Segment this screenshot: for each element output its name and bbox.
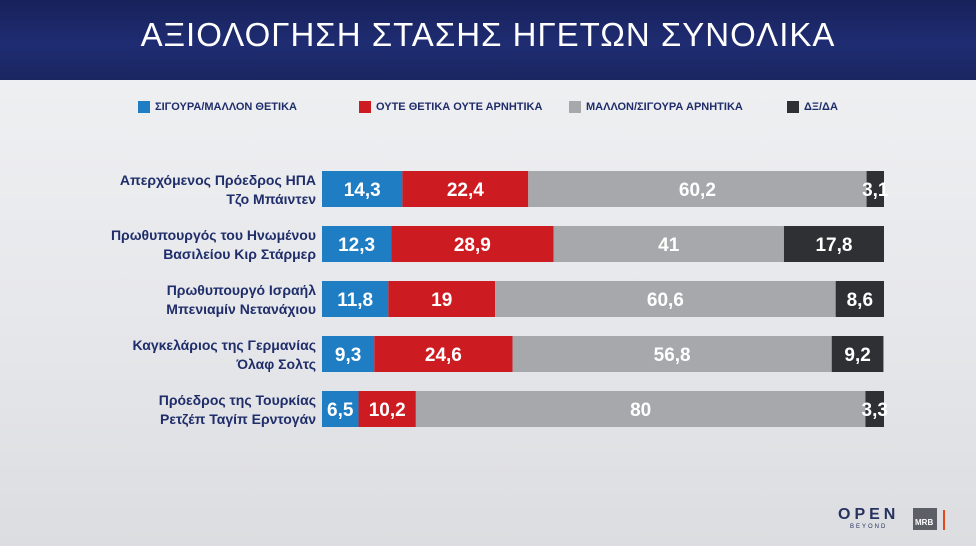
category-label-line: Τζο Μπάιντεν <box>226 191 316 207</box>
bar-segment <box>783 226 884 262</box>
data-label: 28,9 <box>454 235 491 256</box>
header-bar: ΑΞΙΟΛΟΓΗΣΗ ΣΤΑΣΗΣ ΗΓΕΤΩΝ ΣΥΝΟΛΙΚΑ <box>0 0 976 80</box>
logo-main-text: OPEN <box>838 506 900 523</box>
category-label-line: Απερχόμενος Πρόεδρος ΗΠΑ <box>120 172 316 188</box>
data-label: 60,6 <box>647 290 684 311</box>
bar-segment <box>831 336 884 372</box>
legend-swatch-positive <box>138 101 150 113</box>
category-label-line: Πρόεδρος της Τουρκίας <box>159 392 316 408</box>
data-label: 56,8 <box>654 345 691 366</box>
bar-segment <box>322 226 392 262</box>
category-label: Πρωθυπουργός του Ηνωμένου Βασιλείου Κιρ Σ… <box>111 227 316 262</box>
data-label: 8,6 <box>847 290 873 311</box>
bar-segment <box>866 171 884 207</box>
data-label: 9,3 <box>335 345 361 366</box>
bar-segment <box>528 171 867 207</box>
data-label: 80 <box>630 400 651 421</box>
data-label: 22,4 <box>447 180 484 201</box>
mrb-logo-text: MRB <box>915 518 934 527</box>
data-label: 14,3 <box>344 180 381 201</box>
bar-segment <box>322 171 403 207</box>
data-label: 11,8 <box>337 290 373 311</box>
category-label: Πρωθυπουργό Ισραήλ Μπενιαμίν Νετανάχιου <box>166 282 316 317</box>
bar-segment <box>865 391 884 427</box>
bar-segment <box>322 281 389 317</box>
category-label-line: Μπενιαμίν Νετανάχιου <box>166 301 316 317</box>
category-label-line: Όλαφ Σολτς <box>235 356 316 372</box>
page-title: ΑΞΙΟΛΟΓΗΣΗ ΣΤΑΣΗΣ ΗΓΕΤΩΝ ΣΥΝΟΛΙΚΑ <box>140 16 836 53</box>
bar-segment <box>402 171 529 207</box>
data-label: 19 <box>431 290 452 311</box>
bar-segment <box>835 281 884 317</box>
bar-segment <box>388 281 496 317</box>
bar-segment <box>358 391 416 427</box>
bar-segment <box>553 226 784 262</box>
data-label: 24,6 <box>425 345 462 366</box>
data-label: 12,3 <box>338 235 375 256</box>
legend-swatch-neutral <box>359 101 371 113</box>
category-label-line: Πρωθυπουργό Ισραήλ <box>167 282 317 298</box>
bar-segment <box>322 391 359 427</box>
bar-segment <box>374 336 513 372</box>
legend-swatch-dk-na <box>787 101 799 113</box>
data-label: 60,2 <box>679 180 716 201</box>
mrb-logo: MRB <box>913 508 937 530</box>
category-label-line: Ρετζέπ Ταγίπ Ερντογάν <box>160 411 316 427</box>
category-label-line: Καγκελάριος της Γερμανίας <box>132 337 316 353</box>
category-label: Καγκελάριος της Γερμανίας Όλαφ Σολτς <box>132 337 316 372</box>
legend-swatch-negative <box>569 101 581 113</box>
legend-label-negative: ΜΑΛΛΟΝ/ΣΙΓΟΥΡΑ ΑΡΝΗΤΙΚΑ <box>586 101 743 113</box>
logo-sub-text: BEYOND <box>850 524 888 530</box>
category-label: Απερχόμενος Πρόεδρος ΗΠΑ Τζο Μπάιντεν <box>120 172 316 207</box>
accent-line <box>943 510 945 530</box>
data-label: 41 <box>658 235 680 256</box>
bar-segment <box>391 226 554 262</box>
category-label: Πρόεδρος της Τουρκίας Ρετζέπ Ταγίπ Ερντογ… <box>159 392 316 427</box>
data-label: 9,2 <box>844 345 870 366</box>
bar-segment <box>495 281 836 317</box>
bar-segment <box>322 336 375 372</box>
data-label: 3,1 <box>862 180 889 201</box>
category-label-line: Πρωθυπουργός του Ηνωμένου <box>111 227 316 243</box>
bar-segment <box>512 336 832 372</box>
data-label: 10,2 <box>369 400 406 421</box>
legend-label-positive: ΣΙΓΟΥΡΑ/ΜΑΛΛΟΝ ΘΕΤΙΚΑ <box>155 101 297 113</box>
data-label: 17,8 <box>815 235 852 256</box>
bar-segment <box>415 391 866 427</box>
open-beyond-logo: OPEN BEYOND <box>838 506 912 534</box>
data-label: 3,3 <box>862 400 888 421</box>
legend-label-neutral: ΟΥΤΕ ΘΕΤΙΚΑ ΟΥΤΕ ΑΡΝΗΤΙΚΑ <box>376 101 543 113</box>
category-label-line: Βασιλείου Κιρ Στάρμερ <box>163 246 316 262</box>
data-label: 6,5 <box>327 400 354 421</box>
legend-label-dk-na: ΔΞ/ΔΑ <box>804 101 838 113</box>
